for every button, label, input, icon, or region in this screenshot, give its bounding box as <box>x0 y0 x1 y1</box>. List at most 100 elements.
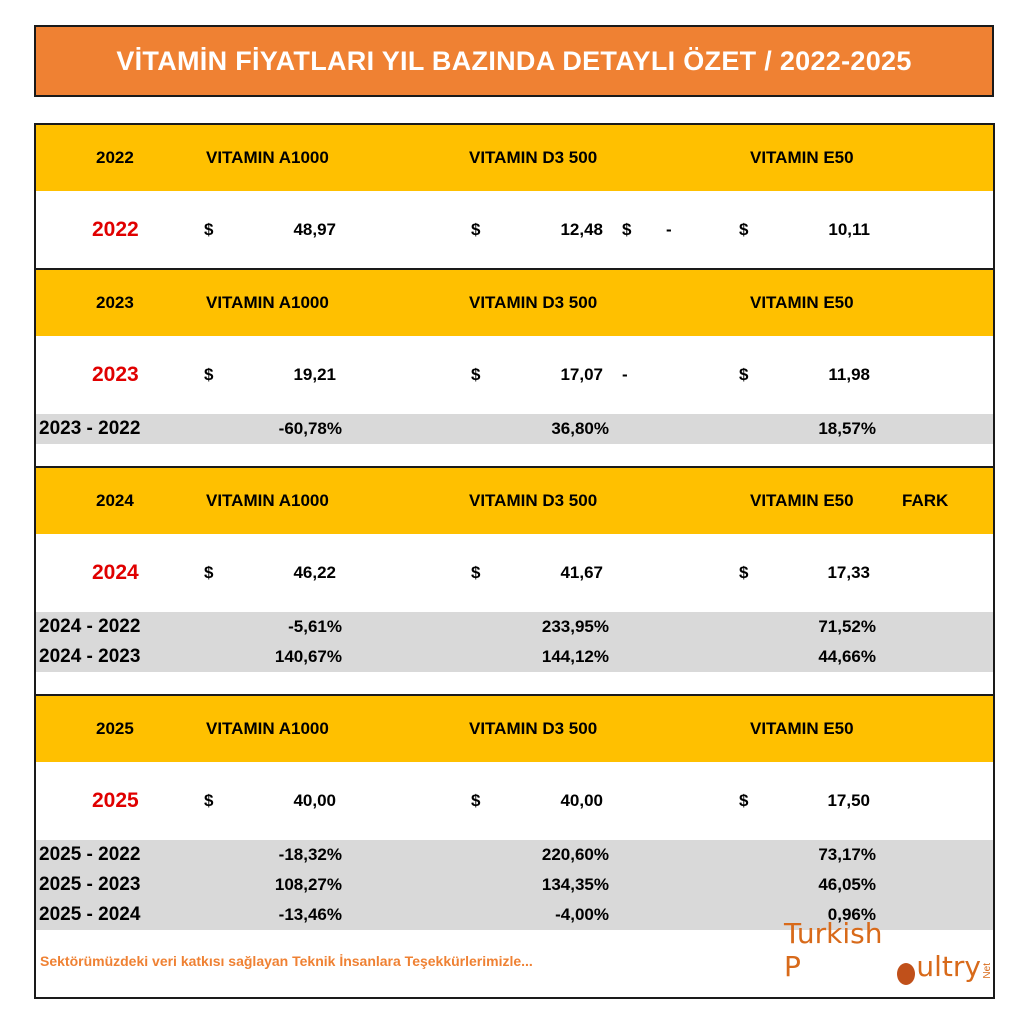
logo-text-1: Turkish P <box>784 917 883 983</box>
currency-d: $ <box>471 791 481 810</box>
price-d: 12,48 <box>560 220 603 239</box>
change-row-2024-2023: 2024 - 2023 140,67% 144,12% 44,66% <box>36 642 993 672</box>
change-label: 2025 - 2024 <box>39 904 141 925</box>
price-a: 46,22 <box>293 563 336 582</box>
header-vitamin-e: VITAMIN E50 <box>750 719 854 738</box>
currency-e: $ <box>739 365 749 384</box>
header-vitamin-d: VITAMIN D3 500 <box>469 491 598 510</box>
logo-egg-icon <box>897 963 916 985</box>
price-d: 40,00 <box>560 791 603 810</box>
change-d: 134,35% <box>541 875 609 894</box>
value-row-2025: 2025 $ 40,00 $ 40,00 $ 17,50 <box>36 762 993 840</box>
change-label: 2025 - 2023 <box>39 874 141 895</box>
currency-d: $ <box>471 563 481 582</box>
change-a: 140,67% <box>274 647 342 666</box>
header-row-2022: 2022 VITAMIN A1000 VITAMIN D3 500 VITAMI… <box>36 125 993 191</box>
currency-e: $ <box>739 563 749 582</box>
change-e: 18,57% <box>818 419 876 438</box>
logo-net: Net <box>982 963 993 979</box>
header-row-2025: 2025 VITAMIN A1000 VITAMIN D3 500 VITAMI… <box>36 696 993 762</box>
dash: - <box>666 220 672 239</box>
header-vitamin-a: VITAMIN A1000 <box>206 491 329 510</box>
change-row-2025-2024: 2025 - 2024 -13,46% -4,00% 0,96% <box>36 900 993 930</box>
currency-d: $ <box>471 365 481 384</box>
change-a: -13,46% <box>278 905 342 924</box>
spacer <box>36 672 993 694</box>
change-d: -4,00% <box>555 905 609 924</box>
value-row-2024: 2024 $ 46,22 $ 41,67 $ 17,33 <box>36 534 993 612</box>
change-label: 2024 - 2023 <box>39 646 141 667</box>
header-row-2024: 2024 VITAMIN A1000 VITAMIN D3 500 VITAMI… <box>36 468 993 534</box>
currency-a: $ <box>204 365 214 384</box>
change-a: -60,78% <box>278 419 342 438</box>
change-label: 2025 - 2022 <box>39 844 141 865</box>
header-vitamin-e: VITAMIN E50 <box>750 491 854 510</box>
change-e: 73,17% <box>818 845 876 864</box>
currency-d: $ <box>471 220 481 239</box>
value-row-2023: 2023 $ 19,21 $ 17,07 - $ 11,98 <box>36 336 993 414</box>
header-year: 2022 <box>96 148 134 167</box>
change-e: 44,66% <box>818 647 876 666</box>
header-year: 2023 <box>96 293 134 312</box>
currency-e: $ <box>739 220 749 239</box>
change-label: 2024 - 2022 <box>39 616 141 637</box>
price-d: 41,67 <box>560 563 603 582</box>
change-e: 0,96% <box>827 905 876 924</box>
price-e: 17,50 <box>827 791 870 810</box>
change-a: 108,27% <box>274 875 342 894</box>
currency-a: $ <box>204 563 214 582</box>
dash: - <box>622 365 628 384</box>
change-row-2023-2022: 2023 - 2022 -60,78% 36,80% 18,57% <box>36 414 993 444</box>
change-d: 233,95% <box>541 617 609 636</box>
header-vitamin-d: VITAMIN D3 500 <box>469 148 598 167</box>
change-e: 46,05% <box>818 875 876 894</box>
price-d: 17,07 <box>560 365 603 384</box>
year-label: 2025 <box>92 789 139 812</box>
change-row-2025-2023: 2025 - 2023 108,27% 134,35% 46,05% <box>36 870 993 900</box>
price-a: 48,97 <box>293 220 336 239</box>
year-label: 2022 <box>92 218 139 241</box>
change-e: 71,52% <box>818 617 876 636</box>
change-d: 36,80% <box>551 419 609 438</box>
price-e: 10,11 <box>828 220 870 239</box>
change-row-2024-2022: 2024 - 2022 -5,61% 233,95% 71,52% <box>36 612 993 642</box>
header-vitamin-e: VITAMIN E50 <box>750 148 854 167</box>
currency-e: $ <box>739 791 749 810</box>
change-d: 144,12% <box>541 647 609 666</box>
change-row-2025-2022: 2025 - 2022 -18,32% 220,60% 73,17% <box>36 840 993 870</box>
change-a: -5,61% <box>288 617 342 636</box>
year-label: 2023 <box>92 363 139 386</box>
header-row-2023: 2023 VITAMIN A1000 VITAMIN D3 500 VITAMI… <box>36 270 993 336</box>
header-vitamin-d: VITAMIN D3 500 <box>469 719 598 738</box>
currency-a: $ <box>204 791 214 810</box>
spacer <box>36 444 993 466</box>
change-label: 2023 - 2022 <box>39 418 141 439</box>
divider <box>36 694 993 696</box>
change-a: -18,32% <box>278 845 342 864</box>
price-e: 17,33 <box>827 563 870 582</box>
page-title: VİTAMİN FİYATLARI YIL BAZINDA DETAYLI ÖZ… <box>116 45 912 76</box>
header-vitamin-a: VITAMIN A1000 <box>206 148 329 167</box>
year-label: 2024 <box>92 561 139 584</box>
header-vitamin-d: VITAMIN D3 500 <box>469 293 598 312</box>
price-summary-table: 2022 VITAMIN A1000 VITAMIN D3 500 VITAMI… <box>34 123 995 999</box>
footer-thanks: Sektörümüzdeki veri katkısı sağlayan Tek… <box>40 953 533 969</box>
logo-text-2: ultry <box>916 950 981 983</box>
header-vitamin-e: VITAMIN E50 <box>750 293 854 312</box>
header-year: 2025 <box>96 719 134 738</box>
header-vitamin-a: VITAMIN A1000 <box>206 293 329 312</box>
title-bar: VİTAMİN FİYATLARI YIL BAZINDA DETAYLI ÖZ… <box>34 25 994 97</box>
divider <box>36 466 993 468</box>
value-row-2022: 2022 $ 48,97 $ 12,48 $ - $ 10,11 <box>36 191 993 269</box>
header-vitamin-a: VITAMIN A1000 <box>206 719 329 738</box>
price-e: 11,98 <box>828 365 870 384</box>
turkish-poultry-logo: Turkish P ultry Net <box>784 917 993 985</box>
header-year: 2024 <box>96 491 134 510</box>
divider <box>36 268 993 270</box>
currency-a: $ <box>204 220 214 239</box>
header-fark: FARK <box>902 491 949 510</box>
price-a: 19,21 <box>293 365 336 384</box>
price-a: 40,00 <box>293 791 336 810</box>
currency-extra: $ <box>622 220 632 239</box>
change-d: 220,60% <box>541 845 609 864</box>
